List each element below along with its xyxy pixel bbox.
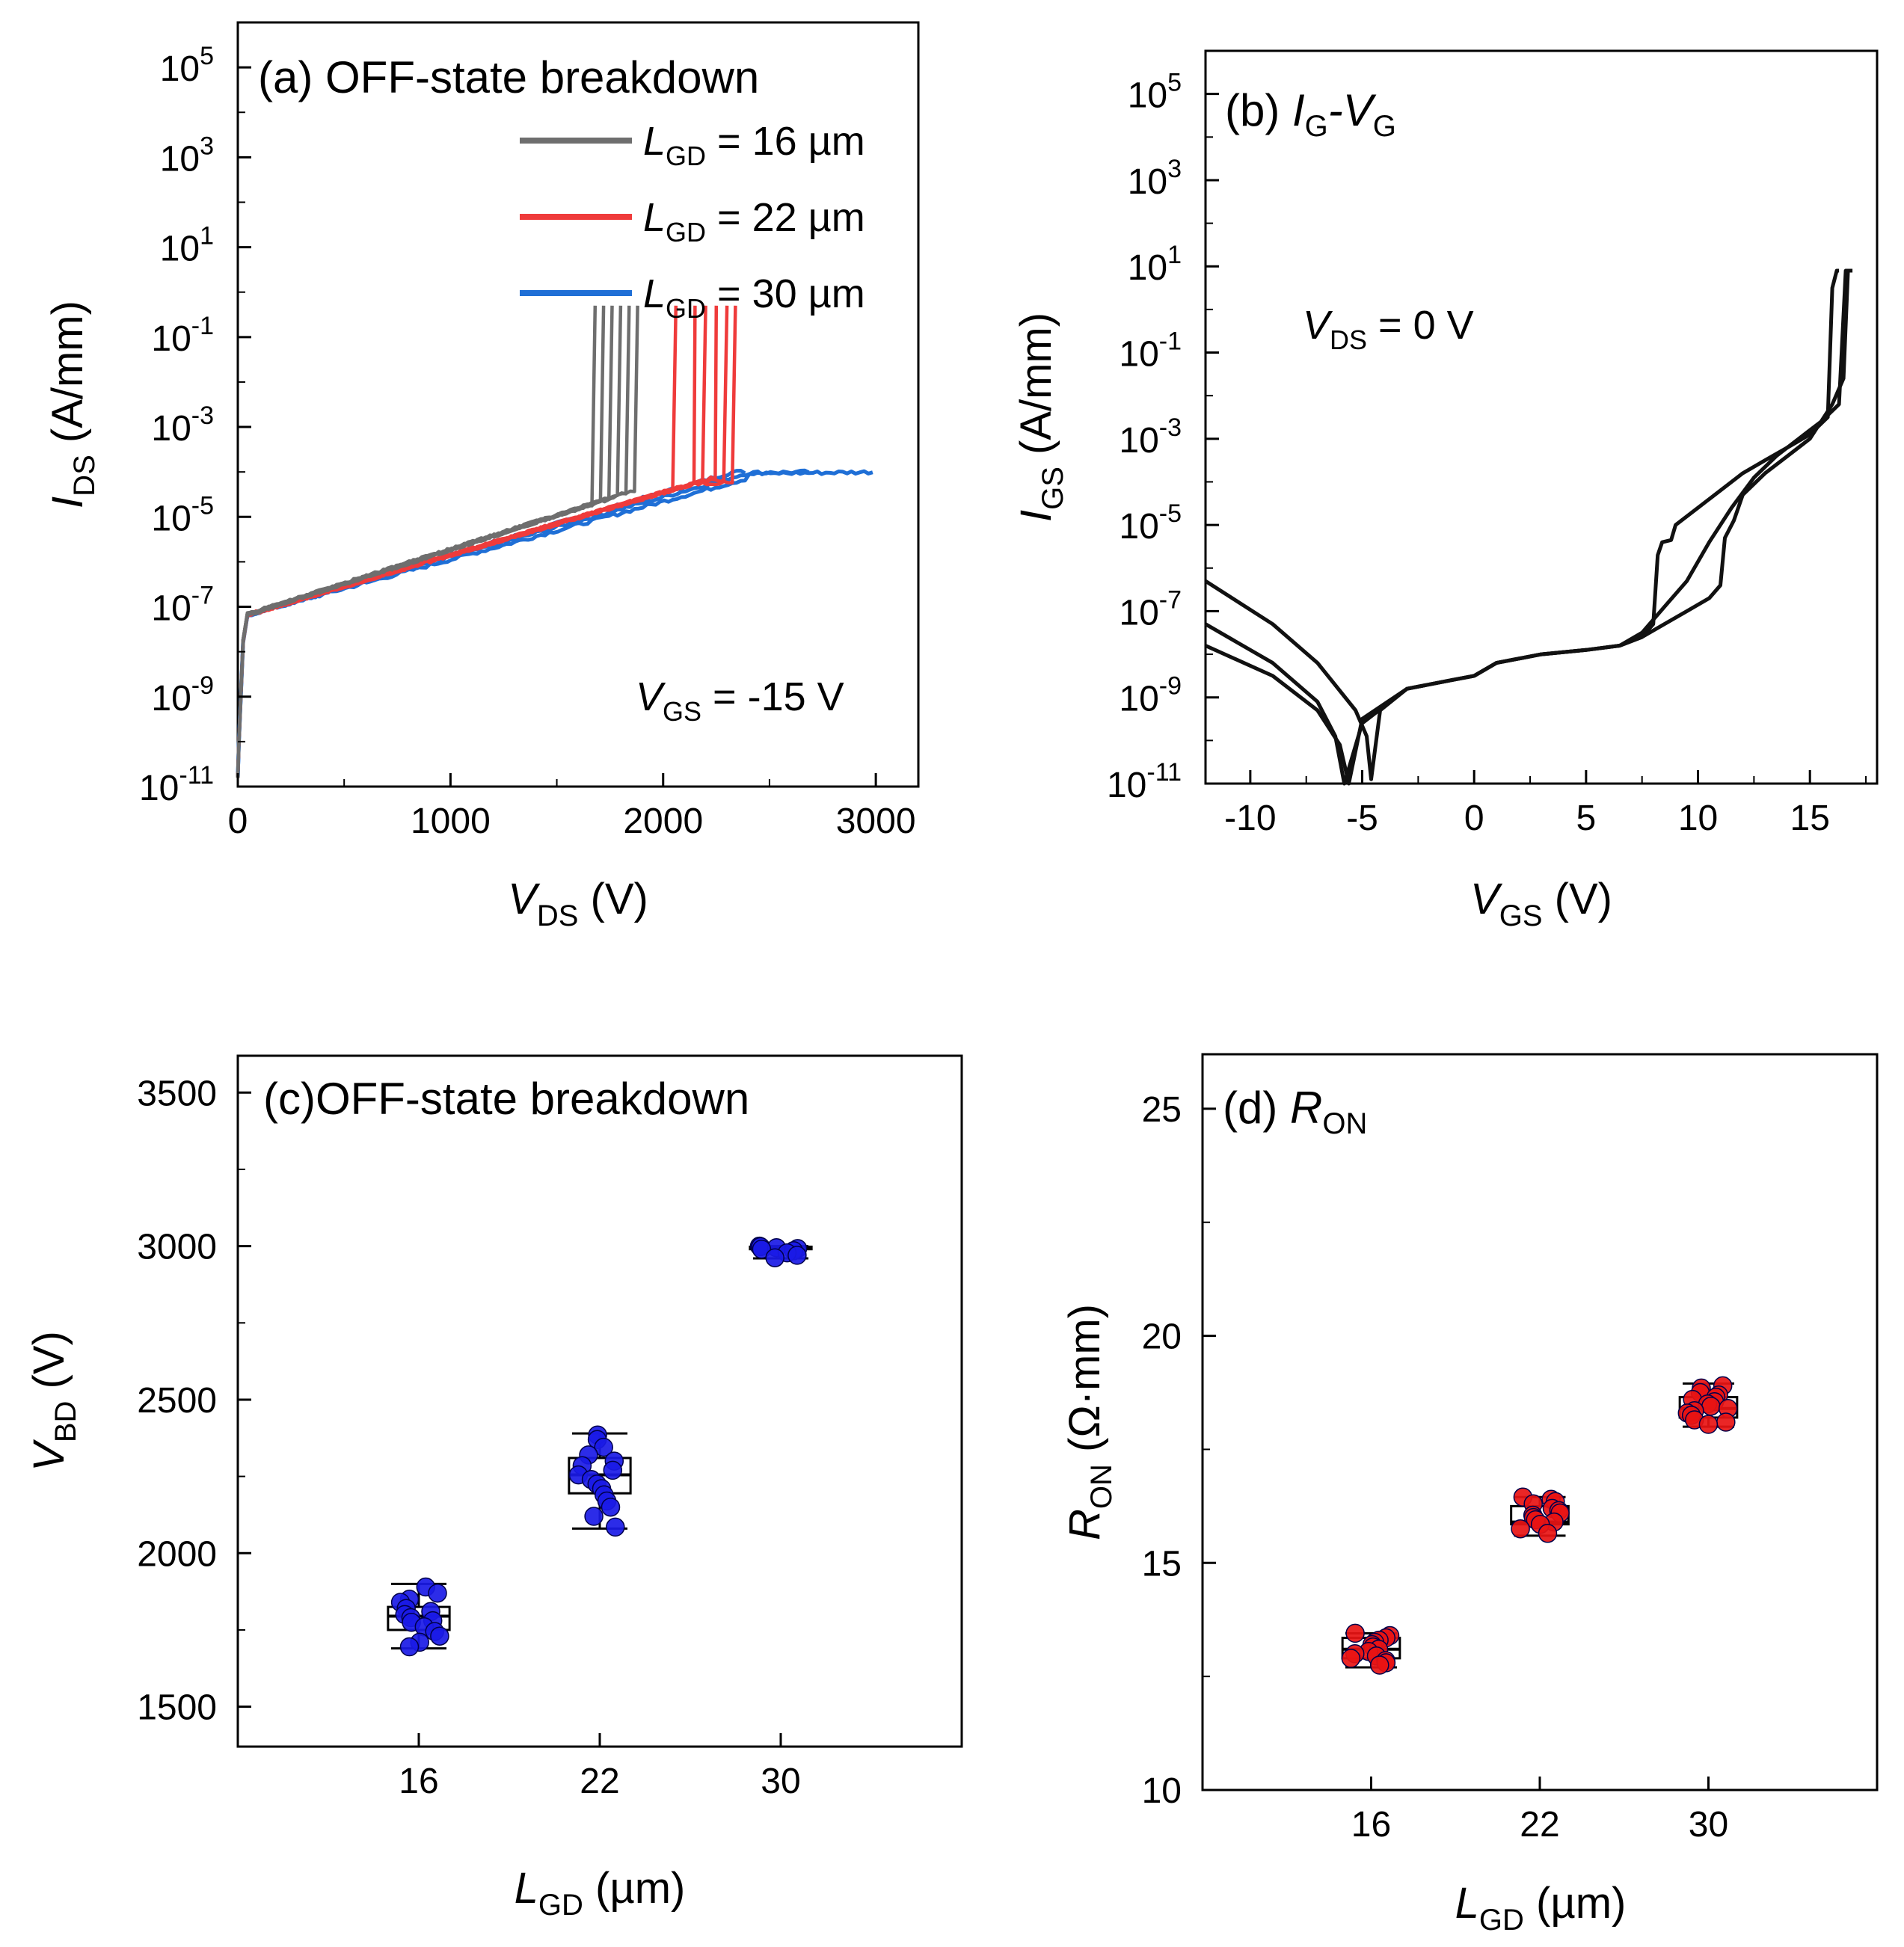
axes-ticks: -10 -5 0 5 10 15 10-11 10-9 10-7 10-5 10-3 10-1 101 1…	[1107, 69, 1867, 838]
y-tick-label: 10-11	[139, 761, 214, 808]
data-point	[430, 1626, 449, 1646]
panel-label: (b) IG-VG	[1225, 85, 1396, 143]
x-tick-label: 30	[1689, 1805, 1728, 1845]
annotation-vds: VDS = 0 V	[1303, 303, 1474, 355]
data-point	[594, 1437, 613, 1457]
x-axis-title: LGD (µm)	[515, 1864, 686, 1922]
y-tick-label: 10-3	[1119, 413, 1182, 461]
y-axis-title: IDS (A/mm)	[43, 301, 101, 508]
y-tick-label: 10-11	[1107, 758, 1182, 805]
y-tick-label: 2000	[137, 1534, 217, 1574]
y-tick-label: 20	[1142, 1317, 1182, 1357]
y-tick-label: 3500	[137, 1074, 217, 1113]
data-point	[1538, 1524, 1558, 1543]
data-point	[1370, 1655, 1389, 1675]
panel-a-iv-breakdown: 0 1000 2000 3000 10-11 10-9 10-7 10-5 10-3 10-1 10…	[43, 21, 920, 932]
data-point	[787, 1246, 807, 1265]
x-tick-label: 22	[1520, 1805, 1559, 1845]
x-tick-label: 16	[1351, 1805, 1391, 1845]
y-tick-label: 10-5	[151, 491, 214, 538]
plot-frame	[236, 21, 920, 788]
data-point	[603, 1460, 623, 1480]
y-tick-label: 101	[1128, 241, 1182, 288]
x-tick-label: 16	[399, 1762, 438, 1801]
series-group	[1341, 1376, 1739, 1675]
x-tick-label: 5	[1576, 799, 1597, 838]
y-tick-label: 10-7	[1119, 585, 1182, 633]
x-tick-label: 1000	[411, 802, 491, 841]
y-tick-label: 101	[160, 222, 214, 269]
data-point	[765, 1248, 784, 1267]
data-point	[1716, 1412, 1736, 1432]
x-tick-label: 30	[761, 1762, 800, 1801]
panel-label: (c)OFF-state breakdown	[263, 1074, 749, 1124]
y-tick-label: 25	[1142, 1090, 1182, 1130]
x-tick-label: 0	[228, 802, 248, 841]
data-point	[606, 1517, 625, 1537]
y-tick-label: 15	[1142, 1544, 1182, 1584]
x-tick-label: 10	[1678, 799, 1718, 838]
legend-label-22um: LGD = 22 µm	[643, 195, 865, 247]
x-tick-label: 2000	[623, 802, 703, 841]
y-tick-label: 10-9	[1119, 672, 1182, 719]
data-point	[1511, 1519, 1530, 1539]
y-tick-label: 105	[1128, 69, 1182, 116]
x-tick-label: 22	[580, 1762, 619, 1801]
series-line-22um	[236, 305, 639, 778]
y-tick-label: 10-9	[151, 671, 214, 719]
data-point	[1341, 1649, 1361, 1668]
data-point	[1698, 1415, 1719, 1434]
data-point	[752, 1239, 772, 1259]
y-tick-label: 105	[160, 42, 214, 89]
legend-label-16um: LGD = 16 µm	[643, 119, 865, 171]
annotation-vgs: VGS = -15 V	[636, 674, 844, 727]
y-tick-label: 10-5	[1119, 499, 1182, 547]
x-tick-label: 0	[1464, 799, 1484, 838]
axes-ticks: 0 1000 2000 3000 10-11 10-9 10-7 10-5 10-3 10-1 10…	[139, 42, 916, 841]
plot-frame	[1204, 49, 1879, 785]
axes-ticks: 1500 2000 2500 3000 3500 16 22 30	[137, 1074, 800, 1801]
panel-b-gate-leakage: -10 -5 0 5 10 15 10-11 10-9 10-7 10-5 10-3 10-1 101 1…	[1012, 49, 1879, 932]
x-tick-label: -5	[1346, 799, 1378, 838]
legend: LGD = 16 µm LGD = 22 µm LGD = 30 µm	[520, 119, 865, 324]
gate-leakage-curve	[1204, 268, 1853, 786]
panel-d-ron-boxplot: 10 15 20 25 16 22 30 (d) RON LGD (µm) RON (Ω·m…	[1060, 1053, 1879, 1937]
series-line-16um	[236, 305, 737, 778]
x-axis-title: LGD (µm)	[1455, 1879, 1627, 1937]
y-tick-label: 10-1	[1119, 327, 1182, 375]
y-tick-label: 10-3	[151, 402, 214, 449]
y-axis-title: VBD (V)	[25, 1331, 82, 1471]
gate-leakage-curve	[1204, 268, 1851, 781]
data-point	[584, 1507, 604, 1526]
y-axis-title: RON (Ω·mm)	[1060, 1304, 1118, 1540]
data-point	[601, 1497, 621, 1517]
series-group	[387, 1236, 813, 1657]
y-tick-label: 2500	[137, 1381, 217, 1421]
y-tick-label: 3000	[137, 1228, 217, 1267]
axes-ticks: 10 15 20 25 16 22 30	[1142, 1090, 1729, 1845]
y-tick-label: 10	[1142, 1771, 1182, 1811]
y-tick-label: 103	[1128, 155, 1182, 202]
x-tick-label: 15	[1790, 799, 1830, 838]
x-tick-label: 3000	[836, 802, 916, 841]
y-tick-label: 10-7	[151, 582, 214, 629]
data-point	[428, 1583, 447, 1603]
data-point	[1345, 1623, 1365, 1643]
legend-label-30um: LGD = 30 µm	[643, 271, 865, 324]
data-point	[399, 1637, 420, 1657]
series-group	[1204, 268, 1853, 786]
x-axis-title: VGS (V)	[1470, 875, 1612, 932]
panel-c-vbd-boxplot: 1500 2000 2500 3000 3500 16 22 30 (c)OFF-state …	[25, 1054, 963, 1922]
series-group	[236, 305, 873, 778]
y-axis-title: IGS (A/mm)	[1012, 313, 1069, 522]
panel-label: (a) OFF-state breakdown	[258, 52, 759, 102]
x-axis-title: VDS (V)	[508, 875, 648, 932]
y-tick-label: 1500	[137, 1688, 217, 1728]
panel-label: (d) RON	[1223, 1083, 1367, 1140]
data-point	[1701, 1396, 1721, 1416]
y-tick-label: 10-1	[151, 312, 214, 359]
y-tick-label: 103	[160, 132, 214, 179]
x-tick-label: -10	[1224, 799, 1276, 838]
